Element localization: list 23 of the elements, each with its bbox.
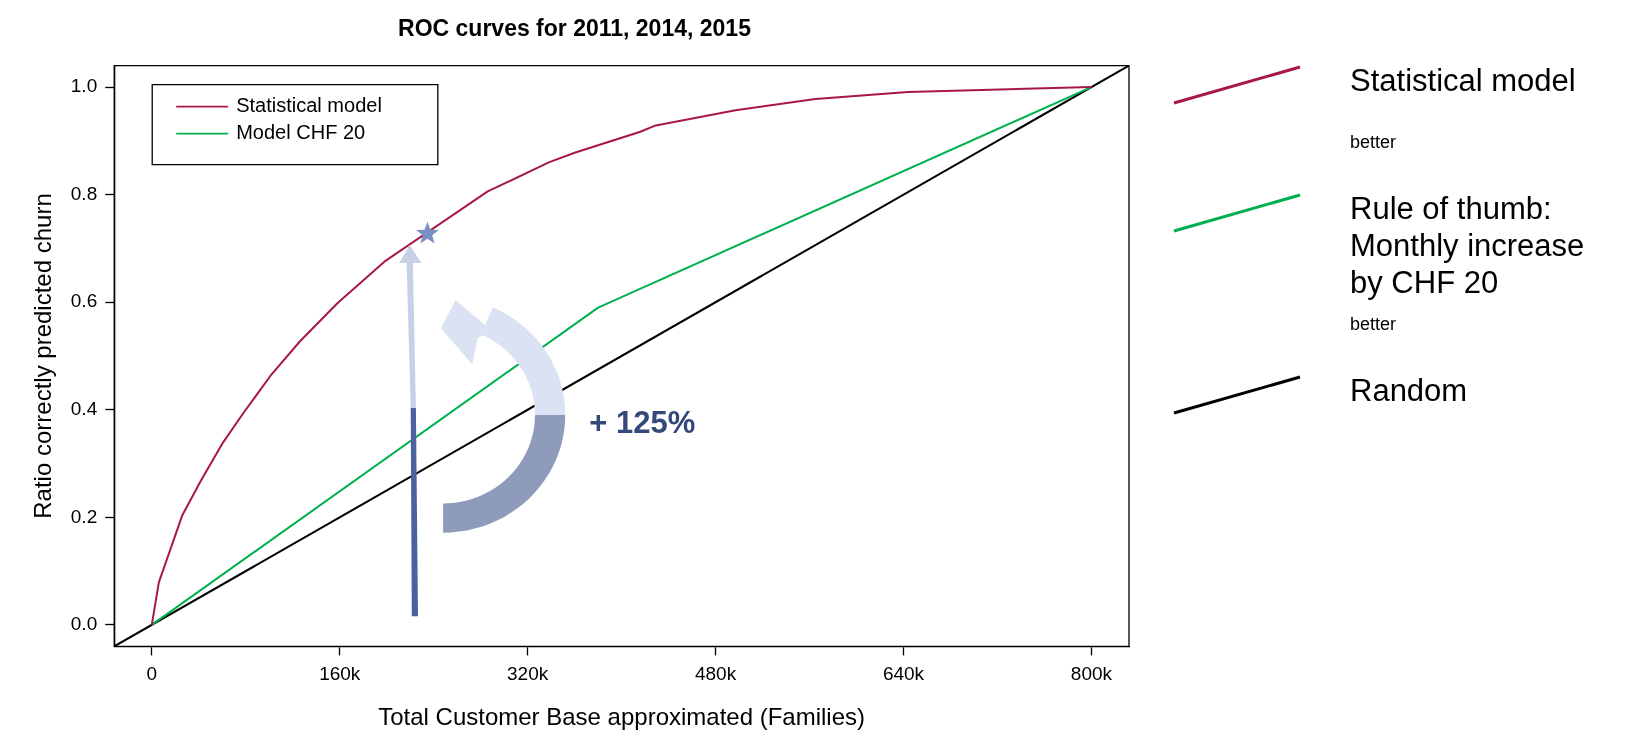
y-tick-label: 0.8 <box>70 182 98 204</box>
x-tick-label: 640k <box>882 663 925 685</box>
legend-label: Model CHF 20 <box>236 121 366 144</box>
annotation: + 125% <box>589 404 696 441</box>
x-tick-label: 320k <box>507 663 549 685</box>
y-tick-label: 0.6 <box>70 290 98 312</box>
y-tick-label: 0.4 <box>70 398 98 420</box>
x-tick-label: 480k <box>694 663 737 685</box>
text: better <box>1350 314 1398 335</box>
x-tick-label: 800k <box>1070 663 1113 685</box>
x-tick-label: 0 <box>146 663 158 685</box>
text: Statistical model <box>1350 62 1577 99</box>
x-axis-title: Total Customer Base approximated (Families) <box>378 703 866 731</box>
text: Random <box>1350 372 1469 409</box>
y-axis-title: Ratio correctly predicted churn <box>29 193 57 519</box>
y-tick-label: 0.0 <box>70 613 98 635</box>
text: Rule of thumb: Monthly increase by CHF 20 <box>1350 190 1586 301</box>
legend-label: Statistical model <box>236 94 382 117</box>
chart-title: ROC curves for 2011, 2014, 2015 <box>398 15 752 42</box>
y-tick-label: 1.0 <box>70 75 98 97</box>
text: better <box>1350 132 1398 153</box>
x-tick-label: 160k <box>319 663 361 685</box>
y-tick-label: 0.2 <box>70 505 98 527</box>
